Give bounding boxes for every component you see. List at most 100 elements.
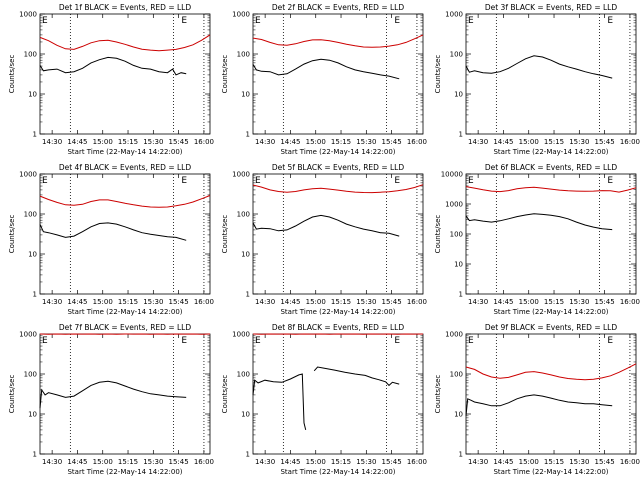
e-marker: E bbox=[255, 176, 261, 186]
y-tick-label: 1000 bbox=[445, 11, 463, 19]
x-tick-label: 15:00 bbox=[306, 298, 326, 306]
e-marker: E bbox=[607, 336, 613, 346]
e-marker: E bbox=[607, 176, 613, 186]
plot-frame bbox=[465, 173, 637, 295]
y-tick-label: 10 bbox=[454, 411, 463, 419]
x-tick-label: 16:00 bbox=[620, 298, 640, 306]
x-tick-label: 15:15 bbox=[331, 298, 351, 306]
chart-title-5: Det 5f BLACK = Events, RED = LLD bbox=[272, 163, 405, 172]
x-axis-label: Start Time (22-May-14 14:22:00) bbox=[67, 148, 182, 156]
y-tick-label: 10 bbox=[241, 251, 250, 259]
chart-panel-2: Det 2f BLACK = Events, RED = LLD 1 10 100 10… bbox=[221, 3, 427, 156]
e-marker: E bbox=[42, 176, 48, 186]
y-tick-label: 10000 bbox=[441, 171, 463, 179]
y-tick-label: 100 bbox=[24, 371, 37, 379]
e-marker: E bbox=[42, 16, 48, 26]
x-tick-label: 15:45 bbox=[595, 458, 615, 466]
y-tick-label: 1000 bbox=[445, 201, 463, 209]
x-tick-label: 16:00 bbox=[194, 138, 214, 146]
chart-title-6: Det 6f BLACK = Events, RED = LLD bbox=[485, 163, 618, 172]
plot-frame bbox=[465, 333, 637, 455]
x-tick-label: 15:30 bbox=[569, 458, 589, 466]
x-tick-label: 14:45 bbox=[493, 298, 513, 306]
e-marker: E bbox=[394, 336, 400, 346]
y-tick-label: 100 bbox=[450, 51, 463, 59]
series-line-events bbox=[465, 213, 613, 231]
y-tick-label: 1000 bbox=[232, 11, 250, 19]
series-line-lld bbox=[465, 363, 637, 381]
y-tick-label: 100 bbox=[24, 211, 37, 219]
plot-frame bbox=[465, 13, 637, 135]
x-tick-label: 15:15 bbox=[118, 298, 138, 306]
plot-frame bbox=[39, 13, 211, 135]
y-tick-label: 1000 bbox=[19, 171, 37, 179]
x-axis-label: Start Time (22-May-14 14:22:00) bbox=[280, 308, 395, 316]
x-tick-label: 14:45 bbox=[67, 458, 87, 466]
chart-title-7: Det 7f BLACK = Events, RED = LLD bbox=[59, 323, 192, 332]
x-tick-label: 15:15 bbox=[118, 458, 138, 466]
y-axis-label: Counts/sec bbox=[221, 55, 229, 94]
x-axis-label: Start Time (22-May-14 14:22:00) bbox=[280, 468, 395, 476]
chart-panel-3: Det 3f BLACK = Events, RED = LLD 1 10 100 10… bbox=[434, 3, 640, 156]
series-line-events bbox=[39, 222, 187, 241]
plot-frame bbox=[252, 333, 424, 455]
chart-panel-7: Det 7f BLACK = Events, RED = LLD 1 10 100 10… bbox=[8, 323, 214, 476]
y-tick-label: 1 bbox=[246, 291, 250, 299]
series-line-lld bbox=[39, 195, 211, 208]
chart-panel-6: Det 6f BLACK = Events, RED = LLD 1 10 100 10… bbox=[434, 163, 640, 316]
chart-panel-1: Det 1f BLACK = Events, RED = LLD 1 10 100 10… bbox=[8, 3, 214, 156]
x-tick-label: 14:45 bbox=[280, 138, 300, 146]
e-marker: E bbox=[468, 336, 474, 346]
y-tick-label: 100 bbox=[237, 51, 250, 59]
e-marker: E bbox=[181, 336, 187, 346]
x-tick-label: 15:45 bbox=[169, 138, 189, 146]
x-tick-label: 15:00 bbox=[93, 298, 113, 306]
x-tick-label: 14:45 bbox=[493, 458, 513, 466]
chart-panel-9: Det 9f BLACK = Events, RED = LLD 1 10 100 10… bbox=[434, 323, 640, 476]
y-tick-label: 100 bbox=[24, 51, 37, 59]
series-line-events bbox=[39, 380, 187, 409]
y-tick-label: 1000 bbox=[19, 331, 37, 339]
x-tick-label: 15:30 bbox=[356, 298, 376, 306]
y-tick-label: 100 bbox=[450, 231, 463, 239]
x-tick-label: 15:00 bbox=[306, 138, 326, 146]
x-tick-label: 16:00 bbox=[620, 138, 640, 146]
x-tick-label: 15:15 bbox=[118, 138, 138, 146]
e-marker: E bbox=[468, 16, 474, 26]
x-tick-label: 15:30 bbox=[356, 138, 376, 146]
x-tick-label: 14:30 bbox=[255, 138, 275, 146]
y-tick-label: 1 bbox=[459, 451, 463, 459]
plot-frame bbox=[39, 333, 211, 455]
e-marker: E bbox=[468, 176, 474, 186]
series-line-events bbox=[252, 58, 400, 80]
x-tick-label: 15:00 bbox=[93, 458, 113, 466]
x-tick-label: 15:45 bbox=[595, 138, 615, 146]
y-tick-label: 1000 bbox=[232, 331, 250, 339]
x-axis-label: Start Time (22-May-14 14:22:00) bbox=[67, 468, 182, 476]
x-tick-label: 15:15 bbox=[331, 138, 351, 146]
chart-title-1: Det 1f BLACK = Events, RED = LLD bbox=[59, 3, 192, 12]
series-line-events bbox=[39, 56, 187, 76]
x-tick-label: 14:45 bbox=[67, 298, 87, 306]
chart-panel-4: Det 4f BLACK = Events, RED = LLD 1 10 100 10… bbox=[8, 163, 214, 316]
y-tick-label: 1 bbox=[33, 291, 37, 299]
x-tick-label: 14:30 bbox=[42, 458, 62, 466]
x-axis-label: Start Time (22-May-14 14:22:00) bbox=[493, 468, 608, 476]
chart-panel-5: Det 5f BLACK = Events, RED = LLD 1 10 100 10… bbox=[221, 163, 427, 316]
x-axis-label: Start Time (22-May-14 14:22:00) bbox=[280, 148, 395, 156]
x-axis-label: Start Time (22-May-14 14:22:00) bbox=[493, 148, 608, 156]
y-tick-label: 1000 bbox=[232, 171, 250, 179]
x-tick-label: 14:30 bbox=[255, 458, 275, 466]
y-axis-label: Counts/sec bbox=[8, 375, 16, 414]
series-line-events bbox=[252, 214, 400, 237]
x-tick-label: 15:45 bbox=[595, 298, 615, 306]
y-tick-label: 10 bbox=[241, 411, 250, 419]
e-marker: E bbox=[607, 16, 613, 26]
x-tick-label: 14:30 bbox=[468, 298, 488, 306]
y-tick-label: 1 bbox=[33, 131, 37, 139]
x-tick-label: 15:00 bbox=[519, 298, 539, 306]
x-tick-label: 15:30 bbox=[569, 298, 589, 306]
x-tick-label: 15:45 bbox=[382, 138, 402, 146]
y-axis-label: Counts/sec bbox=[434, 215, 442, 254]
